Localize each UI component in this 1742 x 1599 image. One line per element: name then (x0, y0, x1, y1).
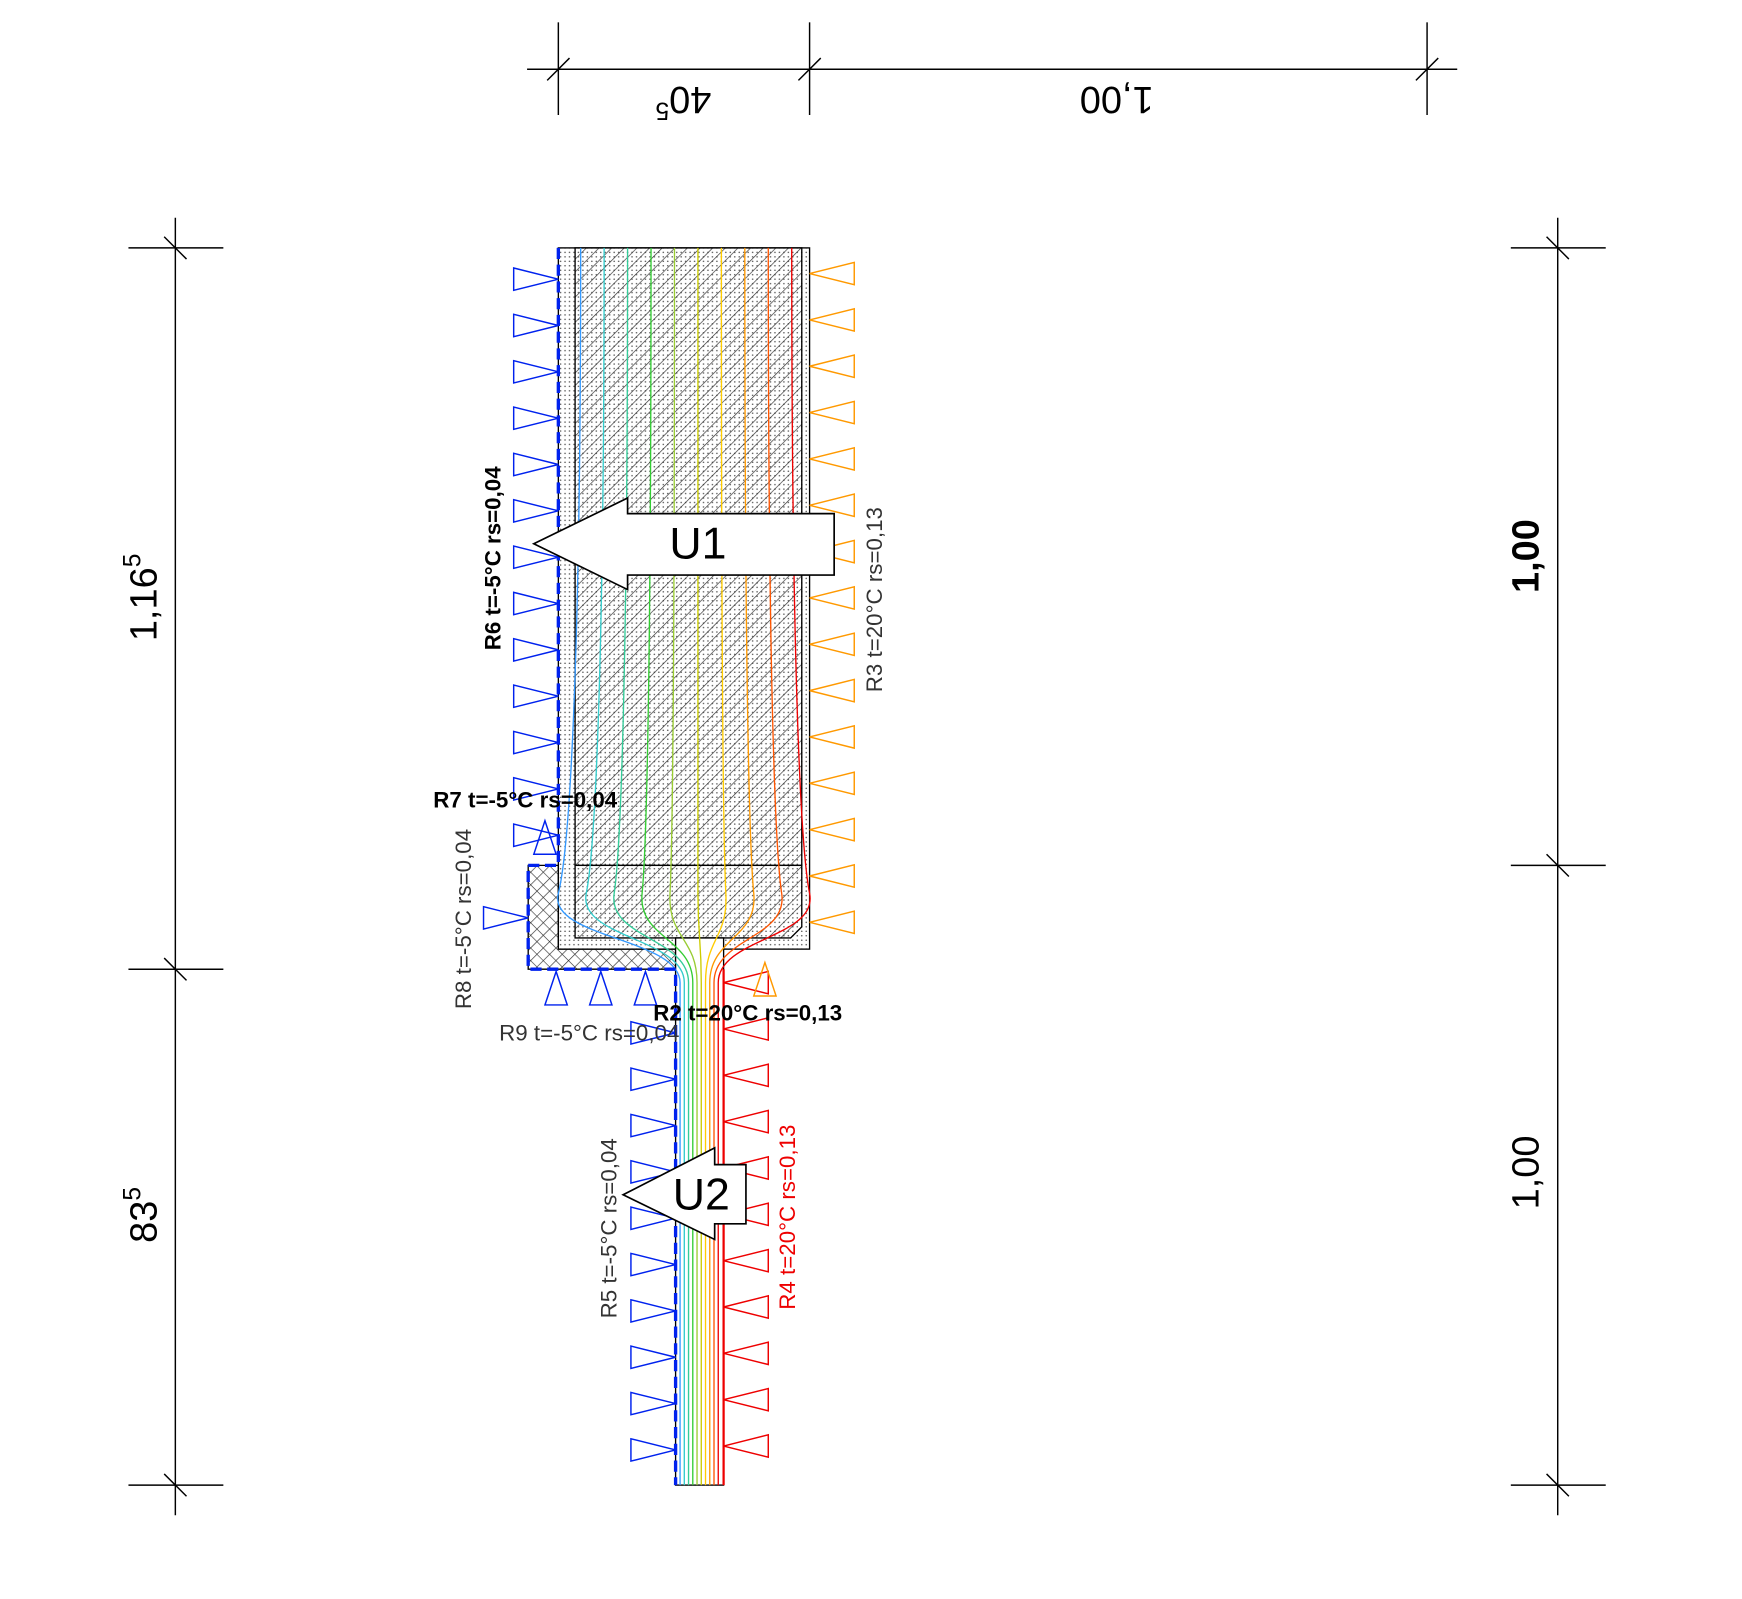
support-symbol (512, 406, 559, 431)
support-symbol (512, 637, 559, 662)
dimension-texts: 405 1,00 1,165 835 1,00 1,00 (120, 78, 1548, 1243)
support-symbol (723, 1341, 769, 1366)
flow-u2: U2 (673, 1170, 730, 1219)
construction (527, 247, 811, 1486)
support-symbol (723, 970, 769, 995)
dim-right-1: 1,00 (1506, 519, 1548, 593)
support-symbol (630, 1206, 676, 1231)
support-symbol (723, 1063, 769, 1088)
support-symbol (512, 452, 559, 477)
support-symbol (809, 678, 855, 703)
support-symbol (809, 585, 855, 611)
support-symbol (630, 1345, 676, 1370)
isotherm (704, 247, 727, 1486)
support-symbol (532, 818, 558, 855)
support-symbol (630, 1298, 676, 1324)
support-symbol (723, 1387, 769, 1412)
support-symbol (809, 446, 855, 472)
support-symbol (809, 724, 855, 750)
flow-u1: U1 (669, 519, 726, 568)
label-r8: R8 t=-5°C rs=0,04 (451, 829, 476, 1009)
support-symbol (630, 1252, 676, 1277)
support-symbol (809, 400, 855, 425)
support-symbol (512, 776, 559, 801)
dimension-lines (128, 22, 1606, 1516)
support-symbol (630, 1159, 676, 1184)
label-r4: R4 t=20°C rs=0,13 (775, 1125, 800, 1310)
support-symbol (723, 1294, 769, 1320)
support-symbol (809, 632, 855, 657)
boundary-labels: R6 t=-5°C rs=0,04 R7 t=-5°C rs=0,04 R8 t… (433, 466, 887, 1319)
support-symbol (809, 910, 855, 935)
label-r6: R6 t=-5°C rs=0,04 (480, 466, 505, 651)
support-symbol (809, 307, 855, 333)
support-symbol (512, 359, 559, 384)
boundary-symbols (482, 261, 855, 1463)
support-symbol (809, 863, 855, 889)
isotherm (709, 247, 755, 1486)
support-symbol (482, 905, 529, 930)
isotherm (697, 247, 702, 1486)
support-symbol (512, 684, 559, 709)
support-symbol (543, 969, 569, 1006)
support-symbol (512, 545, 559, 570)
support-symbol (723, 1433, 769, 1459)
support-symbol (809, 354, 855, 379)
label-r3: R3 t=20°C rs=0,13 (862, 507, 887, 692)
label-r5: R5 t=-5°C rs=0,04 (596, 1138, 621, 1318)
support-symbol (723, 1109, 769, 1134)
support-symbol (630, 1437, 676, 1463)
support-symbol (633, 969, 658, 1006)
label-r9: R9 t=-5°C rs=0,04 (499, 1021, 679, 1046)
dim-top-1: 405 (655, 78, 711, 124)
label-r2: R2 t=20°C rs=0,13 (653, 1001, 842, 1026)
dim-left-2: 835 (120, 1187, 166, 1243)
support-symbol (630, 1391, 676, 1416)
support-symbol (723, 1016, 769, 1042)
support-symbol (512, 823, 559, 848)
support-symbol (630, 1113, 676, 1138)
support-symbol (512, 498, 559, 523)
support-symbol (752, 960, 778, 997)
isotherm (669, 247, 698, 1486)
support-symbol (512, 730, 559, 755)
support-symbol (809, 817, 855, 842)
support-symbol (588, 969, 613, 1006)
support-symbol (809, 261, 855, 286)
support-symbol (630, 1067, 676, 1092)
support-symbol (809, 771, 855, 796)
support-symbol (630, 1020, 676, 1045)
support-symbol (723, 1248, 769, 1273)
support-symbol (809, 493, 855, 518)
support-symbol (512, 267, 559, 292)
label-r7: R7 t=-5°C rs=0,04 (433, 787, 618, 812)
dim-top-2: 1,00 (1080, 78, 1154, 120)
flow-arrows (531, 496, 835, 1241)
support-symbol (512, 313, 559, 338)
dim-left-1: 1,165 (120, 554, 166, 642)
dim-right-2: 1,00 (1506, 1136, 1548, 1210)
support-symbol (512, 591, 559, 616)
